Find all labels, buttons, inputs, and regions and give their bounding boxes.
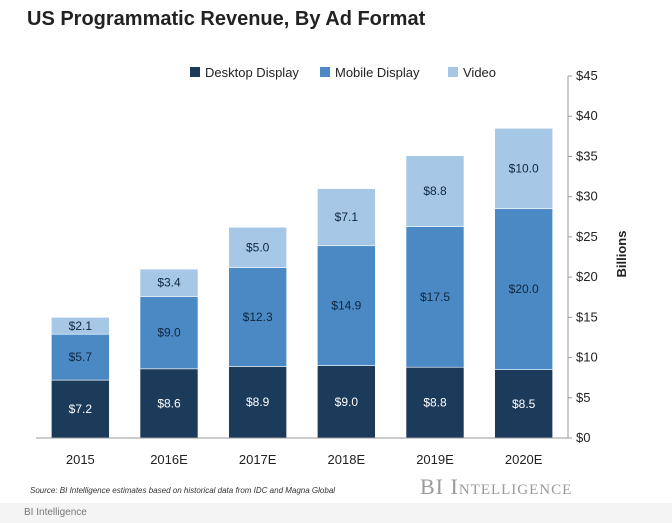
x-axis: 2015 2016E 2017E 2018E 2019E 2020E (36, 437, 568, 467)
data-label: $8.8 (423, 396, 447, 410)
bar-desktop-display-2018e (317, 365, 376, 439)
x-tick-label: 2019E (416, 452, 454, 467)
bar-desktop-display-2020e (494, 369, 553, 439)
x-tick-label: 2017E (239, 452, 277, 467)
data-label: $10.0 (509, 162, 539, 176)
bar-mobile-display-2015 (51, 333, 110, 381)
data-label: $7.2 (69, 402, 93, 416)
y-axis: $0 $5 $10 $15 $20 $25 $30 $35 $40 $45 Billions (567, 68, 629, 445)
y-tick-label: $45 (576, 68, 598, 83)
data-label: $2.1 (69, 319, 93, 333)
x-tick-label: 2015 (66, 452, 95, 467)
y-tick-label: $0 (576, 430, 590, 445)
bar-video-2020e (494, 127, 553, 210)
data-label: $8.5 (512, 397, 536, 411)
bar-mobile-display-2018e (317, 245, 376, 366)
y-tick-label: $5 (576, 390, 590, 405)
bar-mobile-display-2017e (228, 267, 287, 367)
y-tick-label: $35 (576, 148, 598, 163)
y-axis-title: Billions (614, 231, 629, 278)
footer-label: BI Intelligence (24, 507, 87, 518)
bar-video-2019e (405, 155, 465, 227)
data-label: $20.0 (509, 282, 539, 296)
legend-label: Mobile Display (335, 65, 420, 80)
data-label: $5.7 (69, 350, 93, 364)
bars: $7.2 $5.7 $2.1 $8.6 $9.0 $3.4 $8.9 $12.3 $5.0 $9.… (51, 127, 553, 439)
footer-bar: BI Intelligence (0, 503, 672, 523)
chart-title: US Programmatic Revenue, By Ad Format (27, 8, 426, 30)
legend-label: Video (463, 65, 496, 80)
legend-swatch-desktop-display (190, 67, 200, 77)
x-tick-label: 2018E (328, 452, 366, 467)
bar-video-2016e (139, 268, 199, 297)
legend-swatch-video (448, 67, 458, 77)
data-label: $9.0 (157, 326, 181, 340)
bar-mobile-display-2019e (405, 226, 465, 368)
data-label: $17.5 (420, 290, 450, 304)
legend-label: Desktop Display (205, 65, 299, 80)
y-tick-label: $15 (576, 309, 598, 324)
y-tick-label: $40 (576, 108, 598, 123)
y-tick-label: $10 (576, 350, 598, 365)
legend-swatch-mobile-display (320, 67, 330, 77)
data-label: $5.0 (246, 240, 270, 254)
brand-logo: BI Intelligence (420, 474, 573, 499)
bar-video-2015 (51, 317, 110, 335)
x-tick-label: 2020E (505, 452, 543, 467)
bar-video-2018e (317, 188, 376, 247)
x-tick-label: 2016E (150, 452, 188, 467)
chart-plot: Desktop Display Mobile Display Video $7.2$… (36, 65, 629, 467)
data-label: $7.1 (335, 210, 359, 224)
source-note: Source: BI Intelligence estimates based … (30, 486, 336, 495)
bar-video-2017e (228, 226, 287, 268)
legend: Desktop Display Mobile Display Video (190, 65, 496, 80)
bar-desktop-display-2015 (51, 379, 110, 439)
data-label: $12.3 (243, 310, 273, 324)
data-label: $9.0 (335, 395, 359, 409)
y-tick-label: $25 (576, 229, 598, 244)
y-tick-label: $30 (576, 189, 598, 204)
data-label: $3.4 (157, 276, 181, 290)
data-label: $14.9 (331, 299, 361, 313)
data-label: $8.6 (157, 396, 181, 410)
data-label: $8.9 (246, 395, 270, 409)
data-label: $8.8 (423, 184, 447, 198)
y-tick-label: $20 (576, 269, 598, 284)
bar-mobile-display-2020e (494, 208, 553, 370)
bar-mobile-display-2016e (139, 296, 199, 370)
